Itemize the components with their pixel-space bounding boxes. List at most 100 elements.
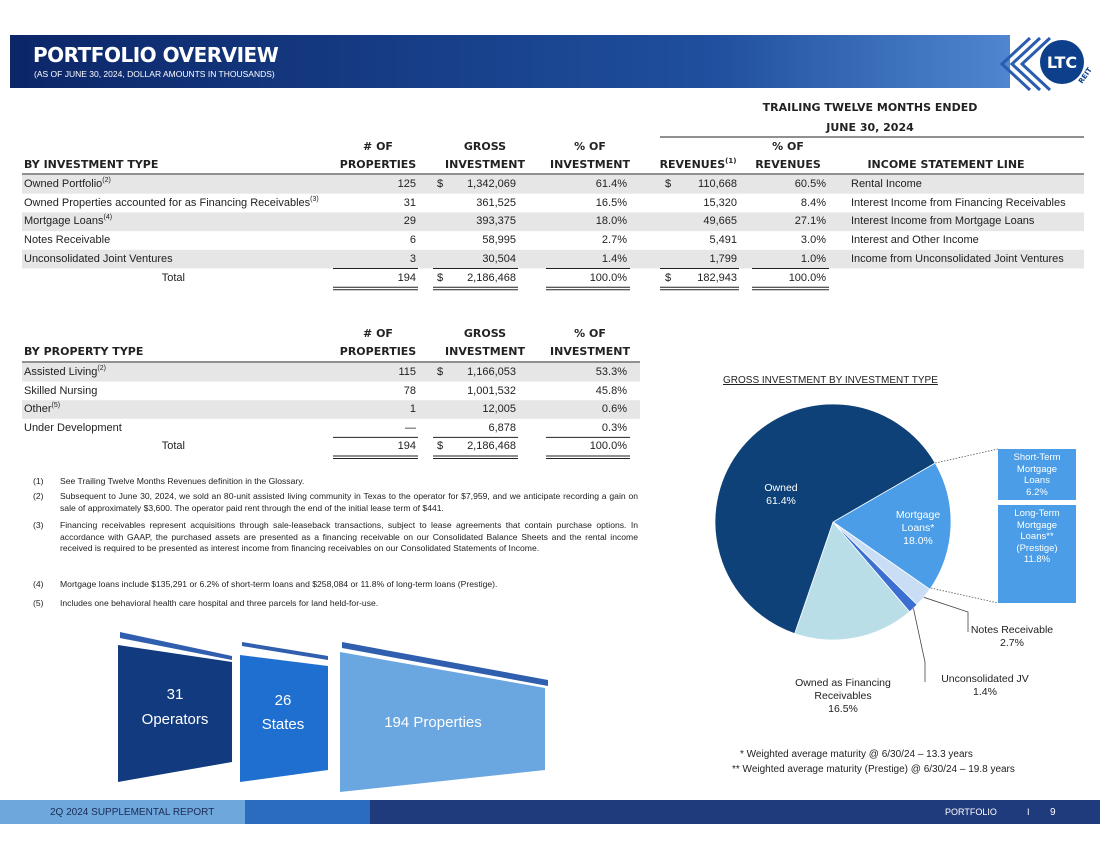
- period-header: TRAILING TWELVE MONTHS ENDED: [762, 101, 978, 114]
- cell: 49,665: [703, 215, 737, 228]
- cell: 1,799: [709, 252, 737, 265]
- maturity-note: * Weighted average maturity @ 6/30/24 – …: [740, 749, 973, 760]
- cell: 100.0%: [589, 271, 627, 284]
- row-shade: [22, 175, 1084, 194]
- callout-label: Short-Term: [1013, 452, 1061, 463]
- column-header: GROSS: [463, 327, 507, 340]
- cell: Income from Unconsolidated Joint Venture…: [851, 252, 1064, 265]
- callout-value: 6.2%: [1026, 486, 1048, 498]
- column-header: PROPERTIES: [339, 158, 417, 171]
- callout-box: [998, 449, 1076, 500]
- column-header: INVESTMENT: [445, 158, 525, 171]
- cell: 6,878: [488, 421, 516, 434]
- row-shade: [22, 363, 640, 382]
- cell: 194: [397, 271, 416, 284]
- cell: 58,995: [482, 234, 516, 247]
- row-label: Notes Receivable: [24, 234, 111, 247]
- cell: 0.6%: [601, 403, 627, 416]
- logo-chevrons: [999, 36, 1052, 92]
- slice-label: Owned: [764, 482, 798, 494]
- slice-value: 1.4%: [973, 686, 997, 698]
- header-band: [10, 35, 1010, 88]
- callout-label: Mortgage: [1016, 463, 1058, 475]
- row-label: Assisted Living(2): [24, 365, 106, 378]
- pie-slice: [832, 462, 952, 590]
- slice-label: Mortgage: [895, 509, 941, 521]
- row-label: Skilled Nursing: [24, 384, 98, 397]
- footnote-marker: (3): [33, 520, 44, 530]
- footer-section: PORTFOLIO: [945, 807, 997, 817]
- cell: 2.7%: [601, 234, 627, 247]
- callout-label: Long-Term: [1014, 508, 1060, 519]
- cell: 16.5%: [595, 196, 627, 209]
- cell: 3: [409, 252, 416, 265]
- row-label: Total: [161, 440, 185, 453]
- column-header: INVESTMENT: [550, 345, 630, 358]
- cell: 1,001,532: [467, 384, 516, 397]
- currency: $: [665, 271, 672, 284]
- cell: —: [405, 421, 416, 434]
- row-shade: [22, 212, 1084, 232]
- column-header: REVENUES(1): [659, 157, 737, 172]
- rule: [935, 448, 999, 464]
- footnote-text: Mortgage loans include $135,291 or 6.2% …: [60, 579, 498, 589]
- pie-slice: [794, 521, 911, 641]
- cell: 125: [397, 178, 416, 190]
- footer-band: [0, 800, 245, 824]
- currency: $: [437, 366, 444, 378]
- footer-band: [370, 800, 1100, 824]
- cell: 27.1%: [794, 215, 826, 228]
- page-subtitle: (AS OF JUNE 30, 2024, DOLLAR AMOUNTS IN …: [34, 69, 275, 79]
- footnote-marker: (5): [33, 598, 44, 608]
- cell: 110,668: [698, 178, 737, 190]
- slice-value: 61.4%: [766, 495, 796, 507]
- footnote-text: Subsequent to June 30, 2024, we sold an …: [60, 491, 638, 513]
- column-header: % OF: [574, 140, 606, 153]
- cell: 60.5%: [794, 178, 826, 190]
- row-shade: [22, 400, 640, 419]
- row-shade: [22, 249, 1084, 269]
- footer-separator: I: [1027, 807, 1030, 817]
- column-header: INVESTMENT: [550, 158, 630, 171]
- footnote-text: Financing receivables represent acquisit…: [60, 520, 638, 553]
- column-header: % OF: [772, 140, 804, 153]
- cell: 1.4%: [601, 252, 627, 265]
- note-marker: (5): [51, 402, 61, 410]
- row-label: Owned Properties accounted for as Financ…: [24, 195, 319, 209]
- currency: $: [437, 271, 444, 284]
- row-label: Total: [161, 271, 185, 284]
- column-header: % OF: [574, 327, 606, 340]
- callout-label: Mortgage: [1016, 519, 1058, 531]
- cell: 15,320: [703, 196, 737, 209]
- footnote-text: See Trailing Twelve Months Revenues defi…: [60, 476, 305, 486]
- footnote-marker: (2): [33, 491, 44, 501]
- column-header: # OF: [363, 327, 393, 340]
- note-marker: (4): [103, 214, 113, 222]
- cell: Interest and Other Income: [851, 234, 979, 247]
- slice-label: Notes Receivable: [970, 624, 1054, 636]
- rule: [930, 587, 999, 604]
- leader-line: [923, 596, 969, 632]
- column-header: INVESTMENT: [445, 345, 525, 358]
- cell: 115: [398, 366, 416, 378]
- footer-report: 2Q 2024 SUPPLEMENTAL REPORT: [50, 807, 215, 818]
- stat-value: 194 Properties: [384, 714, 482, 731]
- cell: 12,005: [482, 403, 516, 416]
- cell: 100.0%: [788, 271, 826, 284]
- column-header: # OF: [363, 140, 393, 153]
- column-header: REVENUES: [755, 158, 821, 171]
- row-label: Mortgage Loans(4): [24, 214, 113, 228]
- slice-value: 18.0%: [903, 535, 933, 547]
- row-label: Owned Portfolio(2): [24, 177, 111, 190]
- callout-label: Loans: [1024, 475, 1050, 486]
- stat-value: 26: [274, 692, 292, 709]
- column-header: BY INVESTMENT TYPE: [24, 158, 159, 171]
- slice-label: Loans*: [901, 522, 935, 534]
- footer-page: 9: [1050, 807, 1056, 818]
- cell: 1.0%: [800, 252, 826, 265]
- leader-line: [913, 608, 926, 682]
- slice-value: 2.7%: [1000, 637, 1024, 649]
- note-marker: (3): [310, 195, 319, 203]
